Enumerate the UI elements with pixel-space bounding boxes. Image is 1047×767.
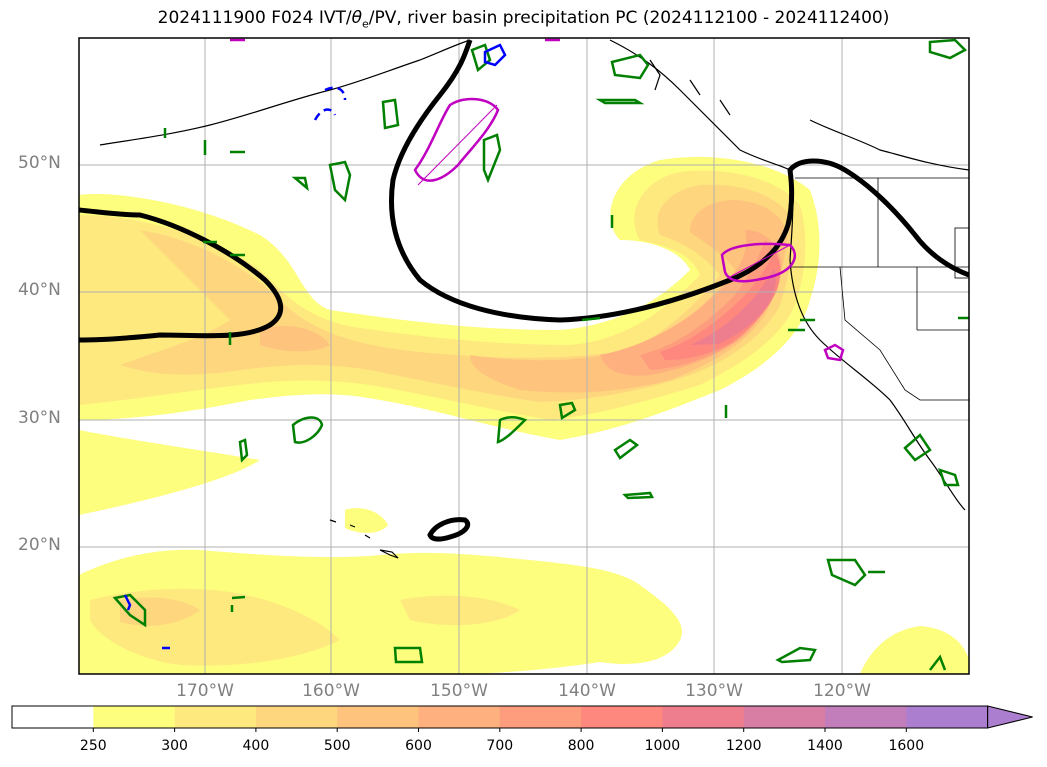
- lon-label-150w: 150°W: [430, 681, 488, 701]
- pv-positive-contours: [112, 38, 969, 671]
- colorbar-segment: [12, 706, 94, 728]
- map-frame: [78, 37, 970, 675]
- ivt-band-250: [345, 508, 388, 533]
- ivt-band-300: [400, 595, 520, 626]
- colorbar-segment: [825, 706, 907, 728]
- colorbar-segment: [743, 706, 826, 728]
- colorbar-label: 400: [242, 738, 270, 754]
- lat-label-30n: 30°N: [18, 408, 61, 428]
- graticule: [79, 38, 969, 674]
- precip-contours: [230, 38, 845, 362]
- colorbar-segment: [581, 706, 663, 728]
- colorbar-label: 1600: [888, 738, 925, 754]
- ivt-band-1000: [690, 268, 776, 345]
- colorbar-label: 1200: [725, 738, 762, 754]
- state-borders: [790, 177, 969, 401]
- colorbar-label: 1000: [644, 738, 681, 754]
- colorbar-label: 800: [567, 738, 595, 754]
- ivt-shading: [79, 156, 969, 674]
- colorbar: [11, 705, 1033, 732]
- colorbar-segment: [174, 706, 257, 728]
- colorbar-extend-arrow: [987, 705, 1033, 729]
- ivt-band-500: [260, 325, 330, 352]
- plot-area: [79, 38, 969, 674]
- colorbar-label: 700: [486, 738, 514, 754]
- lat-label-50n: 50°N: [18, 153, 61, 173]
- colorbar-label: 500: [323, 738, 351, 754]
- lon-label-140w: 140°W: [558, 681, 616, 701]
- colorbar-label: 1400: [807, 738, 843, 754]
- theta-e-contours: [79, 39, 969, 542]
- colorbar-label: 600: [405, 738, 432, 754]
- colorbar-segment: [906, 706, 989, 728]
- colorbar-segment: [337, 706, 419, 728]
- colorbar-label: 250: [79, 738, 107, 754]
- map-title: 2024111900 F024 IVT/θe/PV, river basin p…: [157, 8, 890, 31]
- colorbar-segment: [255, 706, 338, 728]
- lon-label-170w: 170°W: [176, 681, 234, 701]
- lon-label-160w: 160°W: [302, 681, 360, 701]
- colorbar-segment: [93, 706, 176, 728]
- lon-label-120w: 120°W: [813, 681, 871, 701]
- lat-label-20n: 20°N: [18, 535, 61, 555]
- colorbar-segment: [499, 706, 582, 728]
- colorbar-label: 300: [161, 738, 188, 754]
- pv-negative-contours: [123, 43, 507, 650]
- ivt-band-250: [79, 430, 260, 515]
- lat-label-40n: 40°N: [18, 280, 61, 300]
- colorbar-segment: [418, 706, 501, 728]
- lon-label-130w: 130°W: [685, 681, 743, 701]
- colorbar-segment: [662, 706, 745, 728]
